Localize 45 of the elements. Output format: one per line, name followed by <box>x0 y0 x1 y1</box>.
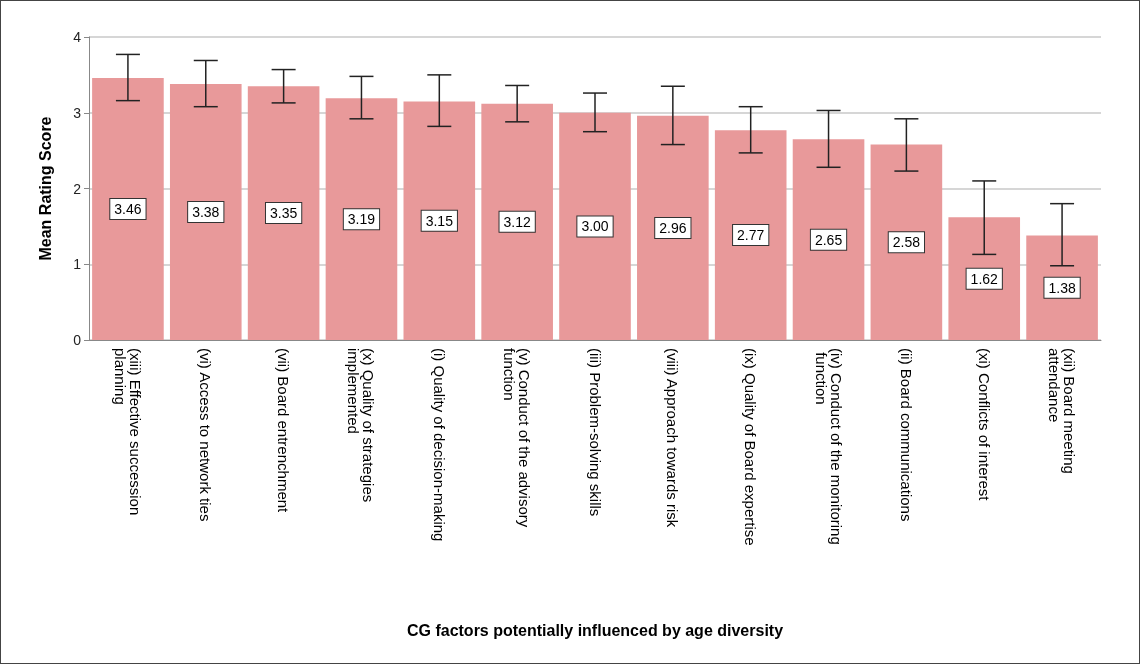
y-tick-label: 2 <box>73 180 82 197</box>
y-tick-label: 4 <box>73 29 82 45</box>
x-tick-label: (iii) Problem-solving skills <box>586 348 604 517</box>
x-tick-label: (ii) Board communications <box>897 348 915 522</box>
bar <box>92 77 164 340</box>
x-tick-label: (xii) Board meeting attendance <box>1046 348 1079 479</box>
bar <box>714 130 787 340</box>
x-axis-title: CG factors potentially influenced by age diversity <box>406 621 784 639</box>
data-label: 3.46 <box>114 200 142 217</box>
data-label: 3.19 <box>347 211 376 228</box>
bar <box>325 98 398 340</box>
x-tick-label: (vi) Access to network ties <box>197 348 215 522</box>
x-tick-label: (iv) Conduct of the monitoring function <box>812 348 845 545</box>
y-axis-title: Mean Rating Score <box>36 116 54 261</box>
y-tick-label: 3 <box>73 104 82 121</box>
x-tick-label: (x) Quality of strategies implemented <box>345 348 378 507</box>
data-label: 2.96 <box>659 219 687 236</box>
x-tick-label: (i) Quality of decision-making <box>430 348 448 542</box>
data-label: 1.62 <box>970 270 999 287</box>
data-label: 2.58 <box>892 234 921 251</box>
data-label: 2.77 <box>737 227 765 244</box>
x-tick-label: (vii) Board entrenchment <box>275 348 293 514</box>
bar <box>792 139 865 340</box>
bar <box>870 144 943 340</box>
bar <box>403 101 476 340</box>
x-tick-label: (viii) Approach towards risk <box>664 348 682 528</box>
bar <box>481 103 553 340</box>
y-tick-label: 1 <box>73 256 82 273</box>
data-label: 1.38 <box>1048 279 1076 296</box>
x-tick-label: (xi) Conflicts of interest <box>975 348 993 502</box>
bar <box>559 112 631 340</box>
data-label: 3.35 <box>269 205 298 222</box>
data-label: 3.15 <box>425 212 454 229</box>
data-label: 2.65 <box>814 231 843 248</box>
data-label: 3.00 <box>581 218 609 235</box>
x-tick-label: (xiii) Effective succession planning <box>111 348 144 520</box>
x-tick-label: (v) Conduct of the advisory function <box>501 348 534 532</box>
bar <box>169 83 242 340</box>
y-tick-label: 0 <box>73 332 82 348</box>
bar <box>247 86 320 340</box>
bar <box>948 217 1021 340</box>
data-label: 3.38 <box>192 203 220 220</box>
data-label: 3.12 <box>503 213 531 230</box>
bar <box>637 115 709 340</box>
x-tick-label: (ix) Quality of Board expertise <box>742 348 760 546</box>
